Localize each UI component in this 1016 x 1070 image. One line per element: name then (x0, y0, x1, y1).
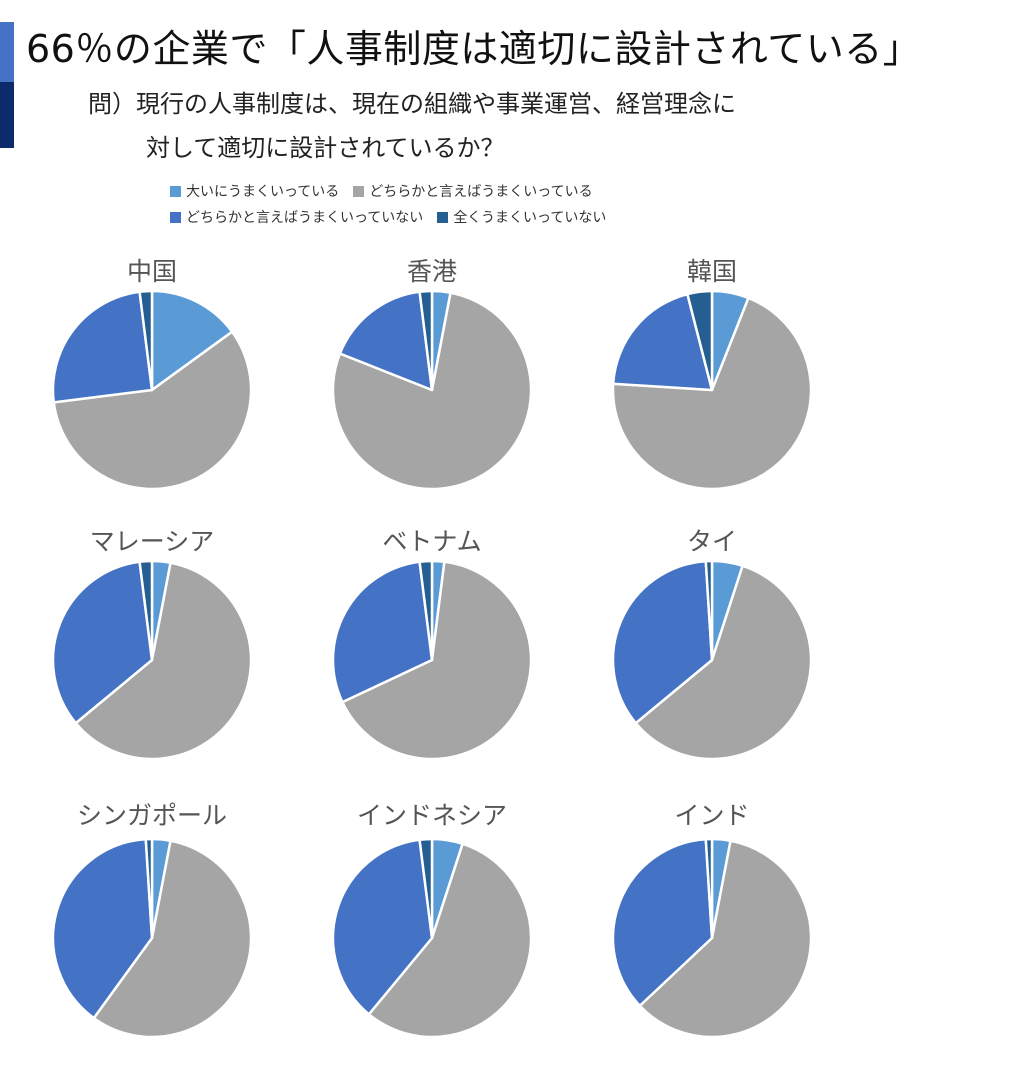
pie-slice (638, 839, 813, 1039)
accent-bar-bottom (0, 82, 14, 148)
legend-label: どちらかと言えばうまくいっている (369, 184, 593, 200)
pie-title: シンガポール (76, 801, 227, 830)
pie-title: インド (674, 801, 750, 830)
pie-slice (418, 559, 434, 662)
pie-slice (686, 289, 714, 392)
pie-slice (611, 296, 813, 491)
question-line-2: 対して適切に設計されているか？ (146, 134, 505, 162)
pie-slice (611, 559, 714, 725)
legend-swatch (170, 211, 181, 223)
pie-slice (52, 330, 253, 491)
pie-slice (51, 560, 154, 725)
question-text: 問）現行の人事制度は、現在の組織や事業運営、経営理念に 対して適切に設計されてい… (88, 82, 736, 170)
pie-slice (51, 837, 154, 1020)
pie-slice (51, 290, 154, 404)
pie-slice (331, 838, 434, 1016)
legend-label: 大いにうまくいっている (186, 184, 340, 200)
pie-slice (611, 837, 714, 1008)
pie-slice (704, 837, 714, 940)
chart-legend: 大いにうまくいっている どちらかと言えばうまくいっているどちらかと言えばうまくいっ… (170, 178, 730, 230)
legend-item: 全くうまくいっていない (437, 204, 606, 230)
pie-slice (138, 289, 154, 392)
question-line-1: 問）現行の人事制度は、現在の組織や事業運営、経営理念に (88, 90, 736, 118)
pie-title: 韓国 (686, 257, 737, 286)
pie-slice (341, 560, 533, 761)
accent-bar-top (0, 22, 14, 82)
legend-item: どちらかと言えばうまくいっている (353, 178, 593, 204)
legend-swatch (170, 185, 181, 197)
pie-slice (74, 561, 253, 761)
pie-slice (138, 559, 154, 662)
pie-title: ベトナム (382, 527, 482, 556)
pie-title: タイ (686, 527, 737, 556)
pie-title: 中国 (126, 257, 177, 286)
pie-slice (704, 559, 714, 662)
legend-label: どちらかと言えばうまくいっていない (186, 210, 424, 226)
pie-slice (150, 289, 234, 392)
legend-item: どちらかと言えばうまくいっていない (170, 204, 423, 230)
page-title: 66％の企業で「人事制度は適切に設計されている」 (26, 27, 922, 71)
pie-slice (338, 290, 434, 392)
pie-slice (367, 842, 533, 1039)
pie-slice (331, 560, 434, 704)
legend-item: 大いにうまくいっている (170, 178, 339, 204)
legend-label: 全くうまくいっていない (453, 210, 607, 226)
pie-title: 香港 (406, 257, 457, 286)
pie-slice (418, 837, 434, 940)
pie-slice (92, 839, 253, 1039)
pie-slice (611, 292, 714, 392)
pie-slice (144, 837, 154, 940)
pie-slice (634, 564, 813, 761)
legend-swatch (353, 185, 365, 197)
legend-swatch (437, 211, 449, 223)
pie-slice (418, 289, 434, 392)
pie-title: マレーシア (89, 527, 215, 556)
pie-title: インドネシア (356, 801, 507, 830)
